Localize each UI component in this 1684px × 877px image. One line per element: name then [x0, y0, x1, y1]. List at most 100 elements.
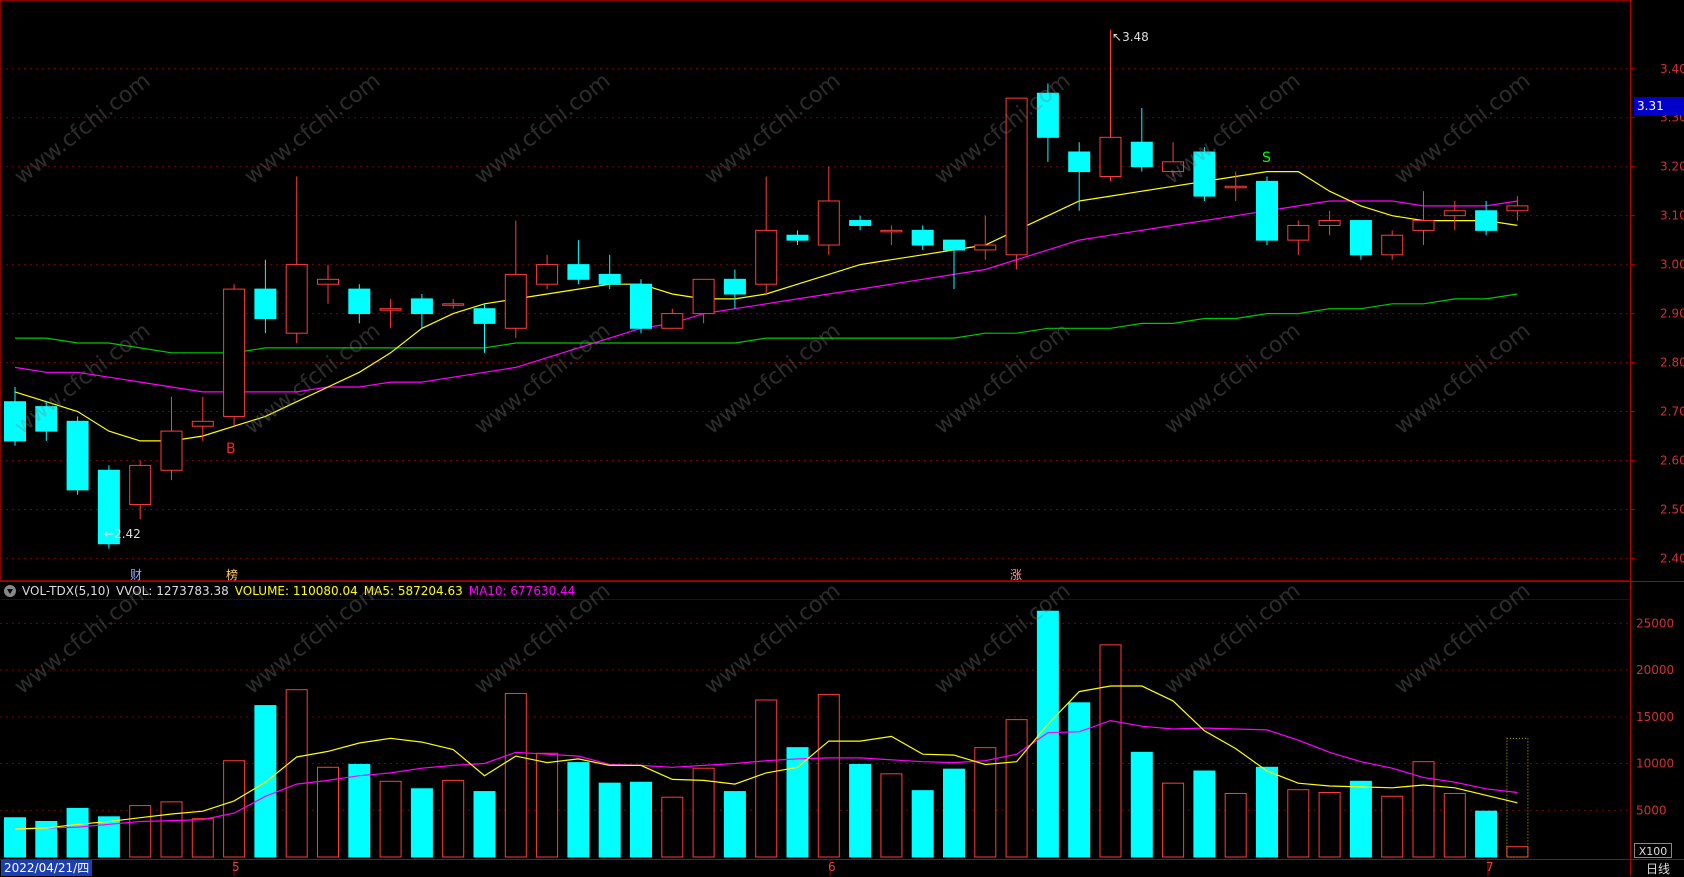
candle-up [317, 278, 339, 285]
candle-up [285, 264, 308, 334]
volume-bar-down [598, 782, 621, 858]
price-tick-label: 2.80 [1660, 356, 1684, 370]
volume-bar-down [1068, 702, 1091, 858]
candle-up [1224, 185, 1247, 189]
volume-bar-down [254, 705, 277, 858]
volume-bar-down [1256, 766, 1278, 858]
candle-down [1349, 220, 1372, 256]
high-value: 3.48 [1122, 30, 1149, 44]
candle-up [692, 278, 715, 315]
candle-down [35, 406, 58, 432]
volume-bar-down [1130, 751, 1153, 858]
volume-bar-down [410, 788, 433, 858]
candle-down [66, 420, 89, 491]
volume-bar-down [348, 763, 371, 858]
volume-ma10-line [14, 719, 1518, 830]
candle-down [1256, 180, 1278, 241]
candle-down [849, 220, 872, 226]
volume-estimate-box [1506, 737, 1529, 858]
month-label-7: 7 [1486, 860, 1494, 874]
volume-bar-up [223, 760, 246, 858]
high-annotation: ↖3.48 [1112, 30, 1149, 44]
volume-bar-down [97, 816, 120, 858]
candle-down [97, 469, 120, 545]
price-tick-label: 3.20 [1660, 160, 1684, 174]
candle-down [911, 229, 934, 246]
cursor-date-label: 2022/04/21/四 [1, 860, 93, 876]
volume-tick-label: 25000 [1636, 616, 1674, 630]
volume-bar-up [692, 767, 715, 858]
volume-bar-up [1381, 795, 1404, 858]
month-label-5: 5 [232, 860, 240, 874]
volume-bar-up [1506, 846, 1529, 858]
candle-up [1099, 136, 1122, 177]
candle-up [223, 288, 246, 417]
event-marker-list[interactable]: 榜 [226, 568, 239, 582]
vol-indicator-name[interactable]: VOL-TDX(5,10) [22, 584, 111, 598]
volume-bar-down [1193, 770, 1216, 858]
price-tick-label: 3.40 [1660, 62, 1684, 76]
candle-down [598, 273, 621, 285]
volume-bar-up [129, 805, 152, 858]
volume-bar-up [1287, 789, 1310, 858]
volume-tick-label: 10000 [1636, 757, 1674, 771]
candle-up [1162, 161, 1185, 173]
low-value: 2.42 [114, 527, 141, 541]
volume-bar-down [1349, 780, 1372, 858]
volume-bar-down [630, 781, 652, 858]
candle-up [1412, 220, 1435, 231]
current-price-badge: 3.31 [1634, 97, 1684, 115]
candle-up [1506, 205, 1529, 212]
volume-bar-down [911, 790, 934, 858]
period-label[interactable]: 日线 [1646, 862, 1671, 876]
candle-up [1318, 220, 1341, 226]
candle-up [379, 308, 402, 311]
event-marker-finance[interactable]: 财 [130, 568, 143, 582]
candle-down [254, 288, 277, 319]
volume-bar-up [817, 693, 840, 858]
volume-bar-up [285, 689, 308, 858]
price-tick-label: 2.50 [1660, 502, 1684, 516]
volume-bar-up [1224, 792, 1247, 858]
candle-up [191, 420, 214, 427]
volume-bar-up [504, 692, 527, 858]
month-label-6: 6 [828, 860, 836, 874]
volume-bar-down [1475, 810, 1498, 858]
volume-bar-down [849, 763, 872, 858]
volume-bar-up [1162, 782, 1185, 858]
candle-up [1381, 234, 1404, 256]
volume-bar-up [191, 818, 214, 858]
candle-down [786, 234, 809, 241]
volume-bar-down [723, 791, 746, 858]
candle-down [1130, 141, 1153, 168]
candle-down [723, 278, 746, 295]
candle-down [1068, 151, 1091, 173]
price-tick-label: 2.90 [1660, 307, 1684, 321]
volume-bar-down [567, 762, 590, 858]
volume-bar-up [1099, 644, 1122, 858]
volume-bar-up [536, 752, 559, 858]
candle-down [473, 308, 496, 324]
volume-tick-label: 15000 [1636, 710, 1674, 724]
candle-up [817, 200, 840, 246]
price-tick-label: 3.10 [1660, 209, 1684, 223]
volume-bar-down [66, 807, 89, 858]
candle-down [943, 239, 965, 251]
volume-bar-up [317, 766, 339, 858]
event-marker-rise[interactable]: 涨 [1010, 568, 1023, 582]
price-tick-label: 2.40 [1660, 551, 1684, 565]
candle-up [880, 229, 903, 233]
volume-bar-up [1443, 792, 1466, 858]
candle-up [1287, 224, 1310, 241]
candle-up [442, 303, 465, 306]
sell-signal: S [1262, 150, 1271, 166]
candle-up [1443, 210, 1466, 217]
candle-up [129, 464, 152, 506]
collapse-icon[interactable] [4, 585, 16, 597]
vvol-value: VVOL: 1273783.38 [116, 584, 229, 598]
low-annotation: ←2.42 [104, 527, 141, 541]
volume-ma5-line [14, 685, 1518, 830]
volume-bar-up [755, 699, 778, 858]
candle-up [661, 313, 684, 329]
